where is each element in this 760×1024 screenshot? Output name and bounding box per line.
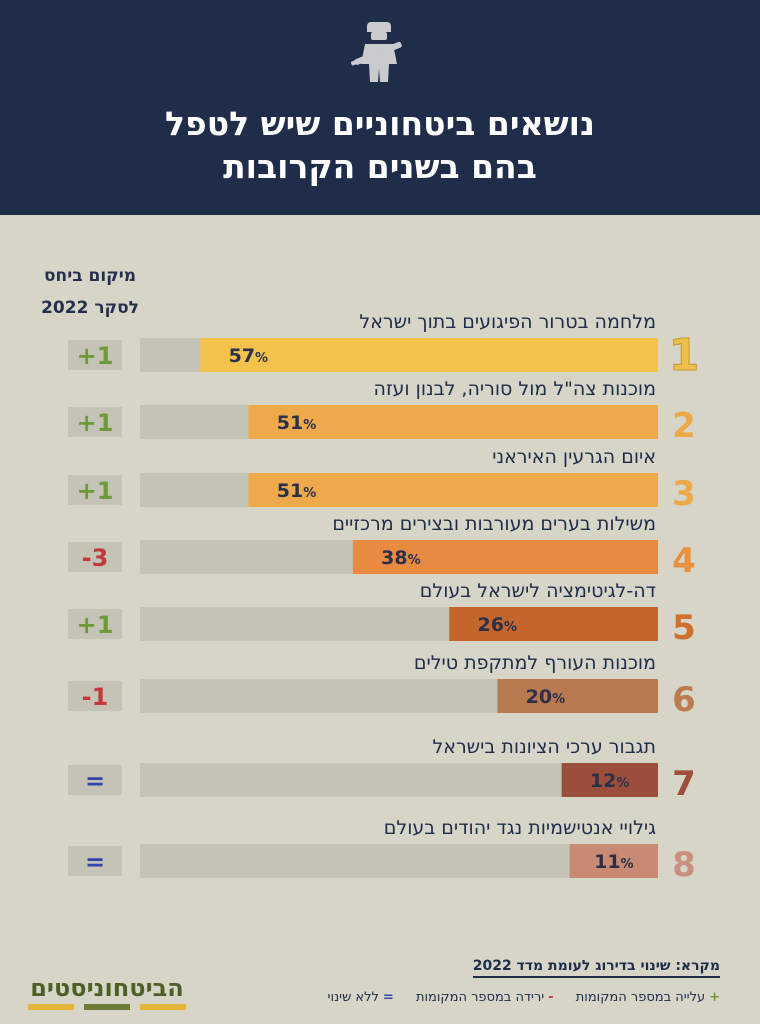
- category-label-3: איום הגרעין האיראני: [492, 446, 656, 468]
- rank-number-5: 5: [672, 608, 696, 648]
- soldier-icon: [350, 22, 402, 82]
- rank-change-box-3: [68, 475, 122, 505]
- legend-up-label: עלייה במספר המקומות: [575, 990, 706, 1005]
- percent-sign: %: [255, 351, 268, 366]
- percent-sign: %: [303, 486, 316, 501]
- percent-sign: %: [552, 692, 565, 707]
- header-banner: נושאים ביטחוניים שיש לטפל בהם בשנים הקרו…: [0, 0, 760, 215]
- rank-number-6: 6: [672, 680, 696, 720]
- value-label-4: 38%: [381, 547, 420, 569]
- rank-change-7: =: [85, 767, 105, 795]
- rank-change-box-5: [68, 609, 122, 639]
- logo-text: הביטחוניסטים: [30, 974, 184, 1002]
- bar-4: [352, 540, 658, 574]
- bar-6: [497, 679, 658, 713]
- legend-item-same: =ללא שינוי: [328, 990, 394, 1005]
- value-label-7: 12%: [590, 770, 629, 792]
- rank-change-2: +1: [77, 409, 114, 437]
- rank-change-5: +1: [77, 611, 114, 639]
- rank-change-1: +1: [77, 342, 114, 370]
- rank-header-line-2: לסקר 2022: [41, 298, 139, 318]
- legend-down-label: ירידה במספר המקומות: [415, 990, 545, 1005]
- percent-sign: %: [621, 857, 634, 872]
- rank-number-2: 2: [672, 406, 696, 446]
- legend-item-down: -ירידה במספר המקומות: [412, 990, 554, 1005]
- category-label-5: דה-לגיטימציה לישראל בעולם: [420, 580, 656, 602]
- percent-sign: %: [616, 776, 629, 791]
- category-label-7: תגבור ערכי הציונות בישראל: [432, 736, 656, 758]
- rank-change-box-4: [68, 542, 122, 572]
- rank-number-7: 7: [672, 764, 696, 804]
- rank-change-box-2: [68, 407, 122, 437]
- category-label-1: מלחמה בטרור הפיגועים בתוך ישראל: [359, 311, 656, 333]
- legend: +עלייה במספר המקומות -ירידה במספר המקומו…: [310, 990, 720, 1005]
- bar-7: [561, 763, 658, 797]
- rank-number-1: 1: [669, 330, 700, 381]
- percent-sign: %: [408, 553, 421, 568]
- legend-same-label: ללא שינוי: [327, 990, 379, 1005]
- rank-number-4: 4: [672, 541, 696, 581]
- rank-change-3: +1: [77, 477, 114, 505]
- rank-change-4: -3: [82, 544, 109, 572]
- category-label-4: משילות בערים מעורבות ובצירים מרכזיים: [332, 513, 656, 535]
- logo: הביטחוניסטים: [28, 974, 186, 1010]
- value-label-1: 57%: [229, 345, 268, 367]
- value-label-6: 20%: [526, 686, 565, 708]
- title-line-1: נושאים ביטחוניים שיש לטפל: [165, 104, 595, 143]
- rank-change-box-6: [68, 681, 122, 711]
- value-label-2: 51%: [277, 412, 316, 434]
- bar-1: [200, 338, 659, 372]
- legend-item-up: +עלייה במספר המקומות: [572, 990, 720, 1005]
- bar-2: [248, 405, 658, 439]
- category-label-6: מוכנות העורף למתקפת טילים: [414, 652, 656, 674]
- rank-change-8: =: [85, 848, 105, 876]
- rank-change-box-8: [68, 846, 122, 876]
- bar-chart: 57%מלחמה בטרור הפיגועים בתוך ישראל1+151%…: [68, 311, 700, 885]
- rank-number-8: 8: [672, 845, 696, 885]
- value-label-8: 11%: [594, 851, 633, 873]
- title-line-2: בהם בשנים הקרובות: [223, 147, 537, 186]
- value-label-3: 51%: [277, 480, 316, 502]
- percent-sign: %: [303, 418, 316, 433]
- value-label-5: 26%: [478, 614, 517, 636]
- rank-change-box-1: [68, 340, 122, 370]
- legend-same-symbol: =: [382, 990, 394, 1005]
- legend-down-symbol: -: [548, 990, 554, 1005]
- bar-8: [569, 844, 658, 878]
- percent-sign: %: [504, 620, 517, 635]
- rank-change-6: -1: [82, 683, 109, 711]
- rank-number-3: 3: [672, 474, 696, 514]
- bar-5: [449, 607, 658, 641]
- rank-change-box-7: [68, 765, 122, 795]
- category-label-8: גילויי אנטישמיות נגד יהודים בעולם: [384, 817, 656, 839]
- rank-change-header: מיקום ביחס לסקר 2022: [20, 260, 160, 324]
- bar-3: [248, 473, 658, 507]
- legend-title: מקרא: שינוי בדירוג לעומת מדד 2022: [472, 958, 720, 978]
- page-title: נושאים ביטחוניים שיש לטפל בהם בשנים הקרו…: [0, 102, 760, 188]
- legend-up-symbol: +: [709, 990, 720, 1005]
- rank-header-line-1: מיקום ביחס: [43, 266, 137, 286]
- category-label-2: מוכנות צה"ל מול סוריה, לבנון ועזה: [374, 378, 656, 400]
